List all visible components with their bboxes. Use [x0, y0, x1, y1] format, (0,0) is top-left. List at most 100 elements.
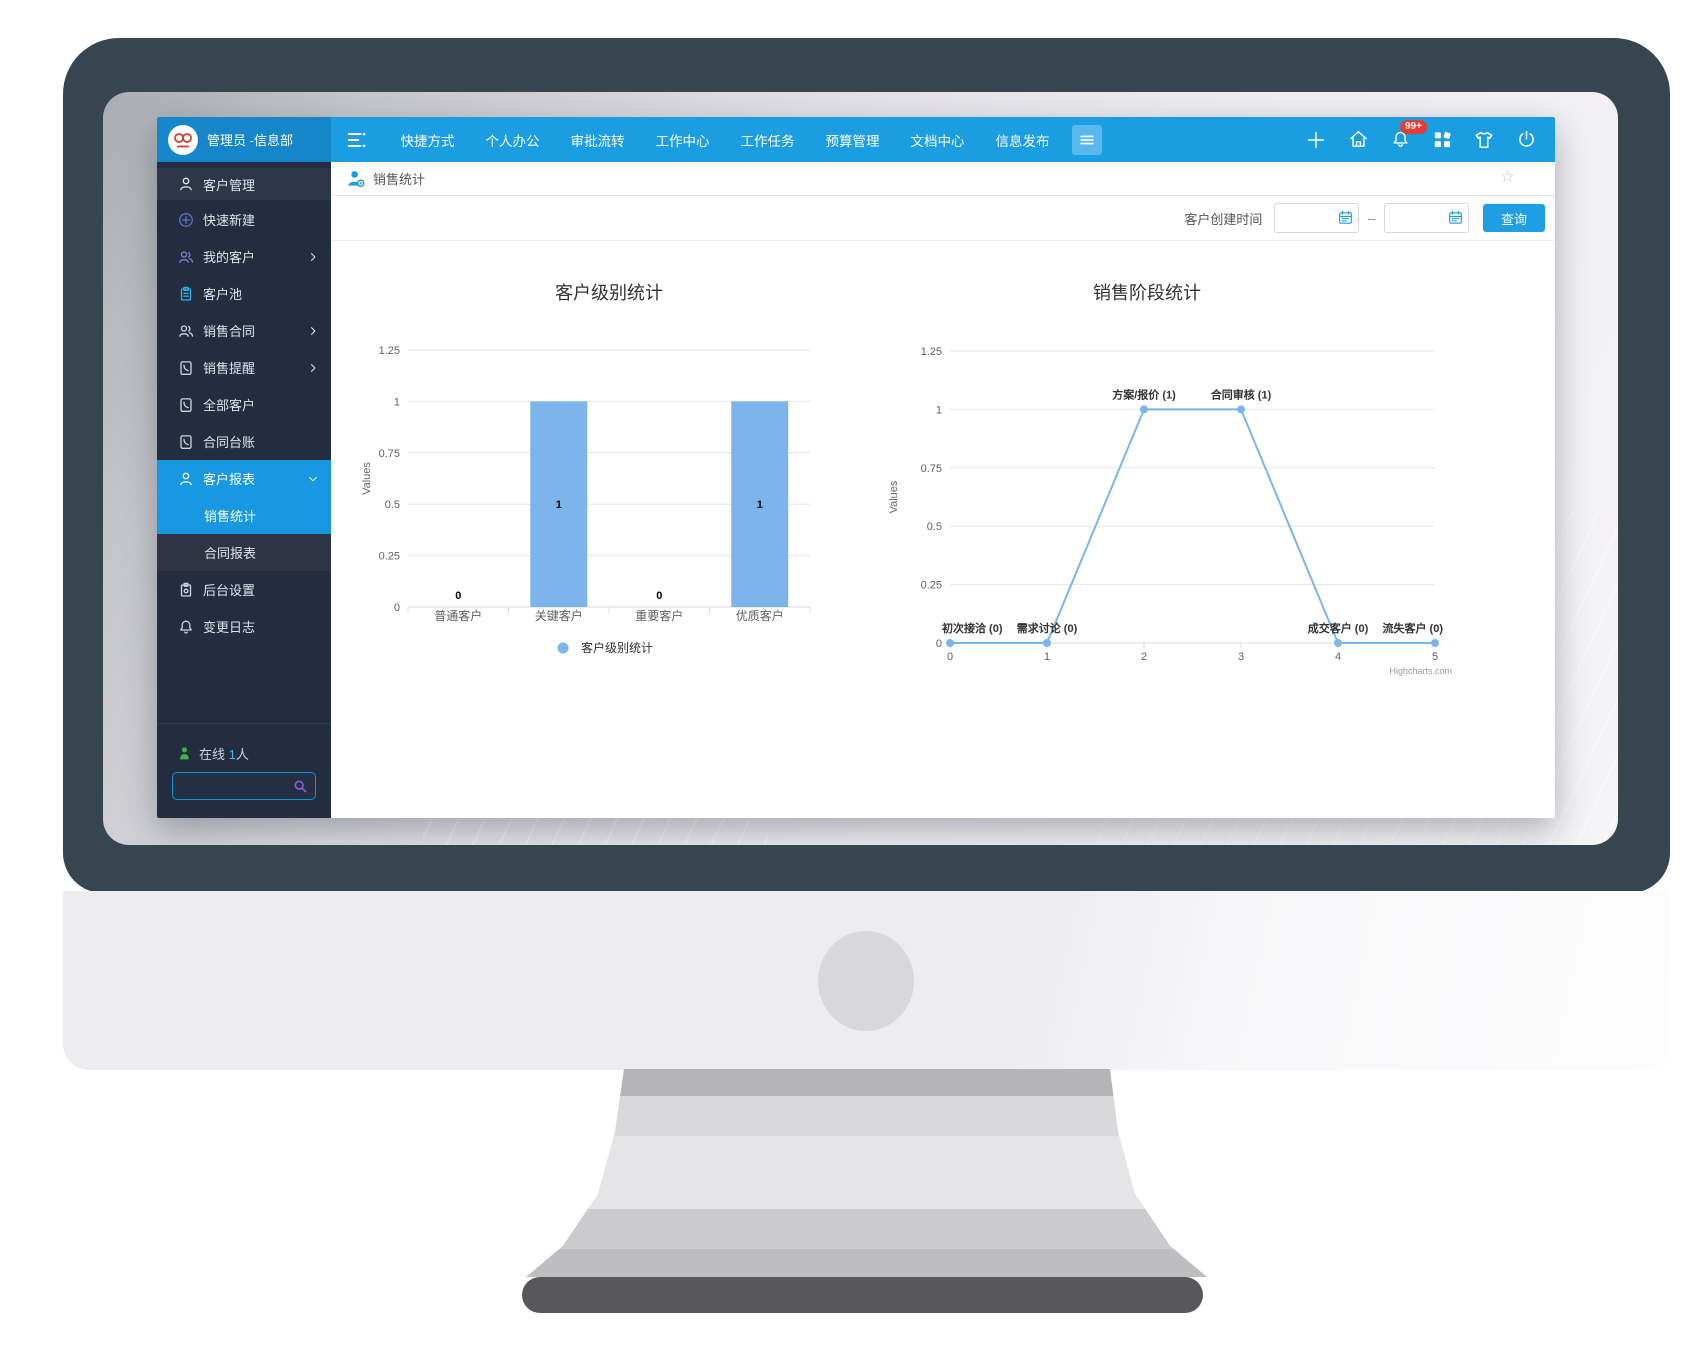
sidebar-item-快速新建[interactable]: 快速新建 — [157, 201, 331, 238]
svg-text:成交客户 (0): 成交客户 (0) — [1308, 621, 1369, 635]
sidebar-item-后台设置[interactable]: 后台设置 — [157, 571, 331, 608]
svg-text:销售阶段统计: 销售阶段统计 — [1093, 283, 1201, 303]
svg-text:需求讨论 (0): 需求讨论 (0) — [1017, 621, 1078, 635]
sidebar-item-label: 销售提醒 — [203, 361, 256, 376]
menu-item[interactable]: 预算管理 — [825, 133, 880, 149]
sidebar-item-销售提醒[interactable]: 销售提醒 — [157, 349, 331, 386]
clipboard-icon — [178, 286, 194, 302]
calendar-icon[interactable] — [1338, 210, 1353, 228]
menu-item[interactable]: 审批流转 — [570, 133, 625, 149]
svg-text:0: 0 — [656, 590, 662, 602]
query-button[interactable]: 查询 — [1483, 204, 1545, 232]
plus-circle-icon — [178, 212, 194, 228]
sidebar-item-合同报表[interactable]: 合同报表 — [157, 534, 331, 571]
menu-toggle-icon[interactable] — [344, 127, 370, 153]
sidebar-item-label: 我的客户 — [203, 250, 256, 265]
svg-text:0: 0 — [947, 651, 953, 663]
brand-block: 管理员 -信息部 — [157, 117, 331, 162]
online-count: 1 — [228, 747, 236, 762]
settings-icon — [178, 582, 194, 598]
sidebar-item-合同台账[interactable]: 合同台账 — [157, 423, 331, 460]
svg-text:优质客户: 优质客户 — [736, 608, 784, 623]
search-icon[interactable] — [293, 779, 308, 797]
svg-text:客户级别统计: 客户级别统计 — [581, 640, 653, 655]
sidebar-item-label: 变更日志 — [203, 620, 256, 635]
sales-stage-chart: 销售阶段统计 0 0.25 0.5 0.75 1 1.25 Values 0 初次接洽 (0) 1 需… — [860, 267, 1460, 697]
monitor-stand-neck — [526, 1069, 1207, 1277]
online-status: 在线 1人 — [177, 744, 249, 763]
sidebar-item-全部客户[interactable]: 全部客户 — [157, 386, 331, 423]
phone-icon — [178, 434, 194, 450]
top-menu: 快捷方式 个人办公 审批流转 工作中心 工作任务 预算管理 文档中心 信息发布 — [385, 117, 1065, 162]
monitor-stand-base — [522, 1277, 1203, 1313]
customer-report-icon — [346, 169, 366, 189]
svg-text:0.5: 0.5 — [927, 521, 942, 533]
monitor-logo-oval — [818, 931, 914, 1031]
menu-item[interactable]: 个人办公 — [485, 133, 540, 149]
shirt-icon[interactable] — [1471, 127, 1497, 153]
sidebar-item-label: 快速新建 — [203, 213, 256, 228]
customer-level-chart: 客户级别统计 0 0.25 0.5 0.75 1 1.25 Values 普通客户 0 关键客户 1 重… — [345, 267, 815, 667]
notification-bell-icon[interactable]: 99+ — [1387, 119, 1427, 153]
chevron-down-icon — [307, 473, 319, 485]
user-icon — [178, 176, 194, 192]
sidebar-item-label: 合同报表 — [204, 546, 257, 561]
svg-text:0: 0 — [394, 602, 400, 614]
svg-text:1.25: 1.25 — [921, 346, 942, 358]
sidebar-item-销售统计[interactable]: 销售统计 — [157, 497, 331, 534]
date-from-wrap — [1274, 203, 1360, 233]
top-nav: 管理员 -信息部 快捷方式 个人办公 审批流转 工作中心 工作任务 预算管理 文档中心 信息发… — [157, 117, 1555, 162]
svg-text:0.25: 0.25 — [379, 551, 400, 563]
svg-text:0.75: 0.75 — [921, 463, 942, 475]
svg-text:合同审核 (1): 合同审核 (1) — [1211, 387, 1272, 401]
sidebar-item-我的客户[interactable]: 我的客户 — [157, 238, 331, 275]
sidebar-item-label: 客户报表 — [203, 472, 256, 487]
sidebar-search-input[interactable] — [179, 775, 293, 799]
sidebar-item-客户管理[interactable]: 客户管理 — [157, 168, 331, 200]
date-from-input[interactable] — [1274, 203, 1360, 233]
monitor-screen: 管理员 -信息部 快捷方式 个人办公 审批流转 工作中心 工作任务 预算管理 文档中心 信息发… — [103, 92, 1618, 845]
menu-item[interactable]: 信息发布 — [995, 133, 1050, 149]
nav-hamburger-button[interactable] — [1072, 125, 1102, 155]
sidebar-item-label: 客户管理 — [203, 177, 256, 193]
svg-text:Highcharts.com: Highcharts.com — [1389, 666, 1452, 676]
menu-item[interactable]: 文档中心 — [910, 133, 965, 149]
svg-text:0.75: 0.75 — [379, 448, 400, 460]
sidebar-item-label: 全部客户 — [203, 398, 256, 413]
user-icon — [178, 471, 194, 487]
sidebar-item-label: 销售合同 — [203, 324, 256, 339]
date-to-wrap — [1384, 203, 1469, 233]
sidebar-item-客户池[interactable]: 客户池 — [157, 275, 331, 312]
chevron-right-icon — [307, 251, 319, 263]
svg-text:Values: Values — [888, 480, 900, 513]
sidebar-item-客户报表[interactable]: 客户报表 — [157, 460, 331, 497]
svg-text:重要客户: 重要客户 — [635, 608, 683, 623]
svg-text:0.5: 0.5 — [385, 499, 400, 511]
svg-text:4: 4 — [1335, 651, 1341, 663]
power-icon[interactable] — [1513, 127, 1539, 153]
sidebar-item-变更日志[interactable]: 变更日志 — [157, 608, 331, 645]
monitor-chin — [63, 891, 1670, 1070]
favorite-star-icon[interactable]: ☆ — [1499, 167, 1515, 186]
sidebar-item-label: 客户池 — [203, 287, 243, 302]
svg-text:5: 5 — [1432, 651, 1438, 663]
sidebar-item-销售合同[interactable]: 销售合同 — [157, 312, 331, 349]
apps-grid-icon[interactable] — [1429, 127, 1455, 153]
range-separator: -- — [1367, 210, 1376, 226]
menu-item[interactable]: 快捷方式 — [400, 133, 455, 149]
svg-text:普通客户: 普通客户 — [434, 608, 482, 623]
home-icon[interactable] — [1345, 127, 1371, 153]
date-to-input[interactable] — [1384, 203, 1469, 233]
user-group-icon — [178, 323, 194, 339]
filter-label: 客户创建时间 — [1184, 211, 1263, 227]
user-group-icon — [178, 249, 194, 265]
svg-text:关键客户: 关键客户 — [535, 608, 583, 623]
nav-icon-group: 99+ — [1303, 117, 1539, 162]
calendar-icon[interactable] — [1448, 210, 1463, 228]
add-icon[interactable] — [1303, 127, 1329, 153]
menu-item[interactable]: 工作中心 — [655, 133, 710, 149]
sidebar: 客户管理快速新建我的客户客户池销售合同销售提醒全部客户合同台账客户报表销售统计合… — [157, 162, 331, 818]
menu-item[interactable]: 工作任务 — [740, 133, 795, 149]
svg-text:方案/报价 (1): 方案/报价 (1) — [1112, 387, 1176, 401]
page-title-bar: 销售统计 ☆ — [331, 162, 1555, 196]
